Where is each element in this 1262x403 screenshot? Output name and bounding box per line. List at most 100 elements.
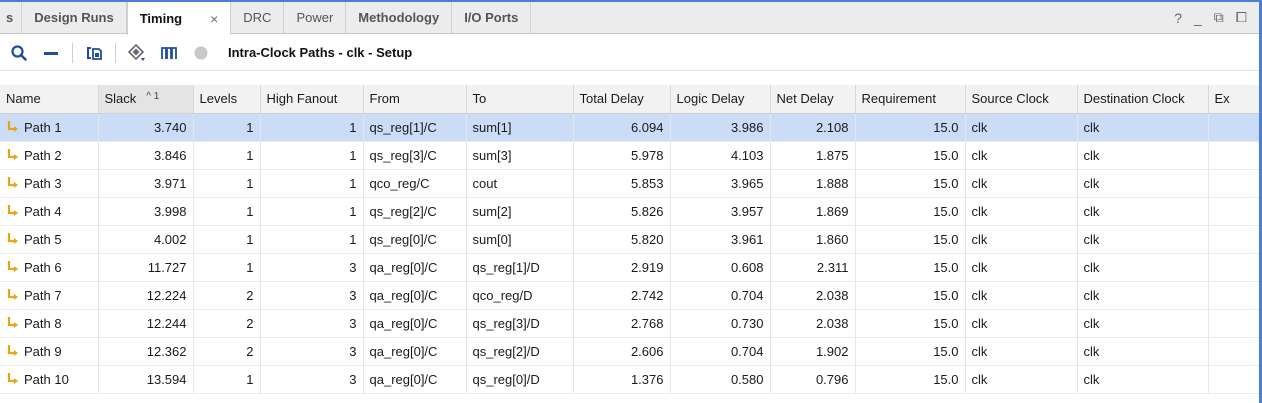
column-header-extra[interactable]: Ex bbox=[1208, 85, 1259, 114]
schematic-icon[interactable] bbox=[158, 42, 180, 64]
cell-name: Path 5 bbox=[0, 225, 99, 254]
cell-destination-clock: clk bbox=[1077, 169, 1209, 198]
table-row[interactable]: Path 1 3.740 1 1 qs_reg[1]/C sum[1] 6.094 3.986… bbox=[0, 113, 1259, 142]
table-row[interactable]: Path 5 4.002 1 1 qs_reg[0]/C sum[0] 5.820 3.961… bbox=[0, 225, 1259, 254]
column-header-total-delay[interactable]: Total Delay bbox=[573, 85, 671, 114]
cell-text: cout bbox=[472, 175, 498, 191]
tab-label: s bbox=[6, 10, 14, 25]
cell-requirement: 15.0 bbox=[855, 365, 966, 394]
cell-logic-delay: 3.961 bbox=[670, 225, 771, 254]
cell-logic-delay: 3.957 bbox=[670, 197, 771, 226]
cell-text: qa_reg[0]/C bbox=[369, 315, 438, 331]
column-header-levels[interactable]: Levels bbox=[193, 85, 261, 114]
column-header-from[interactable]: From bbox=[363, 85, 467, 114]
close-icon[interactable]: × bbox=[210, 10, 219, 27]
export-icon[interactable] bbox=[83, 42, 105, 64]
cell-from: qs_reg[2]/C bbox=[363, 197, 467, 226]
cell-source-clock: clk bbox=[965, 141, 1078, 170]
cell-text: 2.038 bbox=[815, 287, 849, 303]
column-header-label: Ex bbox=[1214, 91, 1230, 107]
cell-text: Path 3 bbox=[24, 175, 62, 191]
timing-path-icon bbox=[7, 288, 18, 300]
tab-label: I/O Ports bbox=[464, 10, 519, 25]
minimize-icon[interactable]: _ bbox=[1194, 9, 1202, 26]
cell-high-fanout: 1 bbox=[260, 225, 364, 254]
cell-logic-delay: 3.965 bbox=[670, 169, 771, 198]
table-row[interactable]: Path 3 3.971 1 1 qco_reg/C cout 5.853 3.965 1.88… bbox=[0, 169, 1259, 198]
column-header-destination-clock[interactable]: Destination Clock bbox=[1077, 85, 1209, 114]
table-row[interactable]: Path 8 12.244 2 3 qa_reg[0]/C qs_reg[3]/D 2.76… bbox=[0, 309, 1259, 338]
cell-text: 2.742 bbox=[630, 287, 664, 303]
table-row[interactable]: Path 2 3.846 1 1 qs_reg[3]/C sum[3] 5.978 4.103… bbox=[0, 141, 1259, 170]
search-icon[interactable] bbox=[8, 42, 30, 64]
cell-text: qs_reg[0]/C bbox=[369, 231, 437, 247]
column-header-requirement[interactable]: Requirement bbox=[855, 85, 966, 114]
table-row[interactable]: Path 7 12.224 2 3 qa_reg[0]/C qco_reg/D 2.742 0… bbox=[0, 281, 1259, 310]
cell-name: Path 10 bbox=[0, 365, 99, 394]
cell-extra bbox=[1208, 309, 1259, 338]
cell-logic-delay: 0.608 bbox=[670, 253, 771, 282]
tab-io-ports[interactable]: I/O Ports bbox=[452, 2, 532, 33]
column-header-to[interactable]: To bbox=[466, 85, 574, 114]
tab-drc[interactable]: DRC bbox=[231, 2, 285, 33]
cell-to: qs_reg[2]/D bbox=[466, 337, 574, 366]
column-header-source-clock[interactable]: Source Clock bbox=[965, 85, 1078, 114]
table-row[interactable]: Path 4 3.998 1 1 qs_reg[2]/C sum[2] 5.826 3.957… bbox=[0, 197, 1259, 226]
cell-from: qa_reg[0]/C bbox=[363, 337, 467, 366]
cell-to: qco_reg/D bbox=[466, 281, 574, 310]
tab-methodology[interactable]: Methodology bbox=[346, 2, 453, 33]
cell-text: 3.957 bbox=[730, 203, 764, 219]
cell-destination-clock: clk bbox=[1077, 225, 1209, 254]
column-header-high-fanout[interactable]: High Fanout bbox=[260, 85, 364, 114]
tab-power[interactable]: Power bbox=[284, 2, 347, 33]
column-header-slack[interactable]: Slack ^ 1 bbox=[98, 85, 194, 114]
cell-name: Path 7 bbox=[0, 281, 99, 310]
column-header-label: From bbox=[369, 91, 400, 107]
cell-levels: 1 bbox=[193, 141, 261, 170]
cell-from: qa_reg[0]/C bbox=[363, 281, 467, 310]
cell-to: qs_reg[0]/D bbox=[466, 365, 574, 394]
cell-extra bbox=[1208, 281, 1259, 310]
column-header-logic-delay[interactable]: Logic Delay bbox=[670, 85, 771, 114]
float-icon[interactable]: ⧠ bbox=[1235, 9, 1247, 25]
column-header-name[interactable]: Name bbox=[0, 85, 99, 114]
cell-text: clk bbox=[971, 203, 988, 219]
tab-partial[interactable]: s bbox=[0, 2, 23, 33]
highlight-icon[interactable] bbox=[126, 42, 148, 64]
timing-path-icon bbox=[7, 344, 18, 356]
cell-source-clock: clk bbox=[965, 365, 1078, 394]
status-icon[interactable] bbox=[190, 42, 212, 64]
cell-total-delay: 2.919 bbox=[573, 253, 671, 282]
window-controls: ? _ ⧉ ⧠ bbox=[1174, 2, 1259, 33]
table-row[interactable]: Path 9 12.362 2 3 qa_reg[0]/C qs_reg[2]/D 2.60… bbox=[0, 337, 1259, 366]
cell-name: Path 3 bbox=[0, 169, 99, 198]
cell-text: clk bbox=[971, 119, 988, 135]
collapse-icon[interactable] bbox=[40, 42, 62, 64]
column-header-net-delay[interactable]: Net Delay bbox=[770, 85, 856, 114]
help-icon[interactable]: ? bbox=[1174, 9, 1182, 26]
cell-text: 2 bbox=[246, 287, 254, 303]
cell-net-delay: 2.038 bbox=[770, 309, 856, 338]
restore-icon[interactable]: ⧉ bbox=[1213, 9, 1224, 25]
cell-text: 2.108 bbox=[815, 119, 849, 135]
cell-levels: 2 bbox=[193, 309, 261, 338]
cell-text: 2.919 bbox=[630, 259, 664, 275]
column-header-label: High Fanout bbox=[266, 91, 338, 107]
tab-design-runs[interactable]: Design Runs bbox=[22, 2, 127, 33]
cell-text: 6.094 bbox=[630, 119, 664, 135]
report-title: Intra-Clock Paths - clk - Setup bbox=[228, 45, 413, 60]
cell-text: 15.0 bbox=[933, 315, 959, 331]
table-row[interactable]: Path 10 13.594 1 3 qa_reg[0]/C qs_reg[0]/D 1.3… bbox=[0, 365, 1259, 394]
table-row[interactable]: Path 6 11.727 1 3 qa_reg[0]/C qs_reg[1]/D 2.91… bbox=[0, 253, 1259, 282]
table-header-row: Name Slack ^ 1 Levels High Fanout From To Total… bbox=[0, 85, 1259, 114]
cell-text: 1.875 bbox=[815, 147, 849, 163]
cell-text: Path 8 bbox=[24, 315, 62, 331]
cell-text: 3 bbox=[349, 287, 357, 303]
column-header-label: Destination Clock bbox=[1083, 91, 1185, 107]
cell-from: qs_reg[3]/C bbox=[363, 141, 467, 170]
tab-timing[interactable]: Timing × bbox=[126, 2, 232, 35]
cell-text: 3.986 bbox=[730, 119, 764, 135]
cell-high-fanout: 3 bbox=[260, 365, 364, 394]
cell-destination-clock: clk bbox=[1077, 197, 1209, 226]
column-header-label: To bbox=[472, 91, 487, 107]
